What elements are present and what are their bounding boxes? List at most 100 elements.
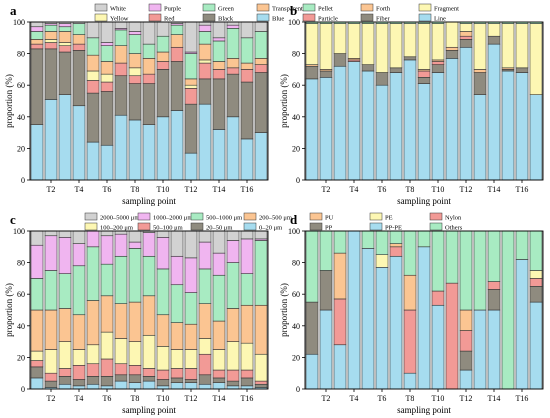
bar-segment-500-1000-m — [226, 262, 240, 309]
bar-segment-black — [156, 69, 170, 118]
bar-segment-200-500-m — [212, 320, 226, 350]
x-tick-label: T16 — [516, 394, 529, 403]
bar-segment-pp — [305, 301, 319, 355]
bar-segment-200-500-m — [198, 303, 212, 339]
bar-segment-black — [240, 81, 254, 140]
bar-segment-line — [403, 59, 417, 181]
bar-segment-0-20-m — [72, 385, 86, 390]
bar-segment-fiber — [305, 65, 319, 80]
bar-segment-0-20-m — [30, 377, 44, 390]
bar-segment-2000-5000-m — [156, 230, 170, 238]
bar-segment-50-100-m — [254, 380, 268, 385]
bar-segment-100-200-m — [142, 334, 156, 369]
bar-segment-200-500-m — [240, 304, 254, 344]
y-axis-title: proportion (%) — [4, 283, 14, 337]
bar-segment-20-50-m — [128, 374, 142, 383]
bar-segment-20-50-m — [58, 376, 72, 385]
bar-segment-line — [305, 78, 319, 181]
bar-segment-red — [100, 81, 114, 92]
bar-segment-20-50-m — [156, 379, 170, 387]
bar-segment-blue — [226, 116, 240, 181]
legend-swatch — [369, 222, 383, 231]
bar-segment-yellow — [44, 39, 58, 43]
bar-segment-white — [184, 21, 198, 53]
bar-segment-blue — [58, 94, 72, 181]
legend-swatch — [360, 13, 374, 22]
x-tick-label: T16 — [516, 185, 529, 194]
bar-segment-nylon — [445, 282, 459, 390]
bar-segment-line — [361, 70, 375, 181]
bar-segment-0-20-m — [114, 380, 128, 390]
bar-segment-particle — [431, 61, 445, 65]
panel-b: 0 20 40 60 80 100 T2 T4 T6 T8 T10 T12 T14 T16 sampling… — [279, 3, 544, 206]
bar-segment-nylon — [389, 246, 403, 257]
bar-segment-1000-2000-m — [100, 235, 114, 265]
bar-segment-green — [226, 28, 240, 59]
bar-segment-200-500-m — [254, 304, 268, 355]
bar-segment-200-500-m — [142, 295, 156, 336]
bar-segment-line — [515, 72, 529, 181]
x-tick-label: T12 — [460, 185, 473, 194]
bar-segment-200-500-m — [156, 314, 170, 347]
bar-segment-fragment — [487, 23, 501, 37]
bar-segment-red — [44, 42, 58, 50]
x-tick-label: T10 — [157, 394, 170, 403]
bar-segment-200-500-m — [44, 309, 58, 350]
bar-segment-transparent — [240, 62, 254, 70]
bar-segment-0-20-m — [226, 385, 240, 390]
bar-segment-1000-2000-m — [86, 230, 100, 248]
panel-a: 0 20 40 60 80 100 T2 T4 T6 T8 T10 T12 T14 T16 sampling… — [4, 3, 303, 206]
bar-segment-50-100-m — [100, 358, 114, 377]
bar-segment-line — [319, 77, 333, 181]
bar-segment-particle — [417, 70, 431, 78]
legend-label: Others — [445, 225, 463, 232]
x-tick-label: T14 — [488, 185, 501, 194]
bar-segment-pe — [375, 254, 389, 268]
bar-segment-fiber — [515, 67, 529, 73]
bar-segment-100-200-m — [44, 349, 58, 374]
bar-segment-1000-2000-m — [170, 255, 184, 286]
bar-segment-pp — [459, 350, 473, 371]
legend-label: PP-PE — [385, 225, 402, 232]
bar-segment-fiber — [319, 70, 333, 78]
x-axis-title: sampling point — [122, 405, 176, 415]
legend-swatch — [137, 222, 151, 231]
legend-label: Nylon — [445, 215, 462, 222]
bar-segment-200-500-m — [58, 308, 72, 342]
bar-segment-black — [254, 72, 268, 133]
bar-segment-white — [100, 21, 114, 43]
bar-segment-line — [389, 72, 403, 181]
bar-segment-200-500-m — [30, 309, 44, 352]
x-tick-label: T16 — [241, 394, 254, 403]
bar-segment-transparent — [212, 61, 226, 70]
bar-segment-nylon — [529, 278, 543, 287]
bar-segment-red — [72, 43, 86, 51]
y-tick-label: 40 — [17, 113, 25, 122]
bar-segment-blue — [212, 129, 226, 181]
y-tick-label: 80 — [17, 259, 25, 268]
bar-segment-0-20-m — [142, 380, 156, 390]
bar-segment-fragment — [361, 23, 375, 65]
bar-segment-black — [100, 91, 114, 146]
bar-segment-purple — [226, 24, 240, 29]
bar-segment-white — [240, 21, 254, 39]
bar-segment-fragment — [417, 23, 431, 70]
bar-segment-others — [361, 230, 375, 249]
bar-segment-2000-5000-m — [240, 230, 254, 240]
bar-segment-transparent — [198, 43, 212, 61]
x-tick-label: T10 — [432, 185, 445, 194]
bar-segment-others — [487, 230, 501, 282]
y-tick-label: 20 — [17, 353, 25, 362]
bar-segment-fiber — [487, 35, 501, 45]
panel-d: 0 20 40 60 80 100 T2 T4 T6 T8 T10 T12 T14 T16 sampling… — [279, 212, 544, 415]
legend-label: 200–500 μm — [259, 215, 292, 222]
bar-segment-purple — [58, 23, 72, 28]
bar-segment-white — [128, 21, 142, 32]
bar-segment-500-1000-m — [44, 270, 58, 311]
legend-swatch — [302, 13, 316, 22]
bar-segment-blue — [254, 132, 268, 181]
bar-segment-500-1000-m — [114, 255, 128, 304]
x-axis-title: sampling point — [397, 405, 451, 415]
bar-segment-20-50-m — [86, 376, 100, 385]
